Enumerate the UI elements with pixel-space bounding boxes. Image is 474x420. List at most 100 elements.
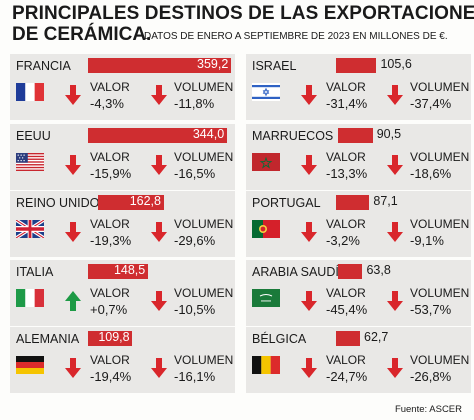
bar-value-label: 344,0: [192, 127, 225, 141]
valor-label: VALOR: [90, 217, 130, 231]
country-name: ARABIA SAUDÍ: [252, 265, 339, 279]
bar: [336, 331, 361, 346]
volumen-change: -26,8%: [410, 369, 452, 384]
arrow-down-icon: [300, 357, 318, 379]
country-card: PORTUGAL 87,1 VALOR -3,2% VOLUMEN -9,1%: [246, 191, 471, 257]
bar: [336, 58, 377, 73]
volumen-change: -37,4%: [410, 96, 452, 111]
bar-value-label: 87,1: [373, 194, 398, 208]
israel-flag: [252, 83, 280, 101]
uk-flag: [16, 220, 44, 238]
volumen-label: VOLUMEN: [410, 217, 470, 231]
country-name: ITALIA: [16, 265, 54, 279]
volumen-change: -16,1%: [174, 369, 216, 384]
saudi-arabia-flag: [252, 289, 280, 307]
arrow-down-icon: [150, 290, 168, 312]
bar: [88, 58, 231, 73]
volumen-change: -9,1%: [410, 233, 444, 248]
valor-change: -4,3%: [90, 96, 124, 111]
arrow-down-icon: [300, 290, 318, 312]
arrow-down-icon: [64, 357, 82, 379]
arrow-down-icon: [64, 221, 82, 243]
arrow-down-icon: [386, 154, 404, 176]
volumen-label: VOLUMEN: [174, 286, 234, 300]
valor-change: -3,2%: [326, 233, 360, 248]
bar: [336, 195, 370, 210]
volumen-label: VOLUMEN: [410, 80, 470, 94]
arrow-down-icon: [300, 154, 318, 176]
valor-label: VALOR: [326, 150, 366, 164]
valor-change: +0,7%: [90, 302, 128, 317]
volumen-label: VOLUMEN: [174, 80, 234, 94]
belgium-flag: [252, 356, 280, 374]
country-name: MARRUECOS: [252, 129, 334, 143]
usa-flag: [16, 153, 44, 171]
chart-title-line2: DE CERÁMICA.: [12, 24, 152, 45]
country-name: REINO UNIDO: [16, 196, 100, 210]
country-card: MARRUECOS 90,5 VALOR -13,3% VOLUMEN -18,6%: [246, 124, 471, 190]
bar-value-label: 109,8: [98, 330, 130, 344]
arrow-down-icon: [150, 221, 168, 243]
valor-label: VALOR: [90, 80, 130, 94]
bar-value-label: 162,8: [129, 194, 161, 208]
country-name: ALEMANIA: [16, 332, 80, 346]
country-card: ITALIA 148,5 VALOR +0,7% VOLUMEN -10,5%: [10, 260, 235, 326]
country-card: ISRAEL 105,6 VALOR -31,4% VOLUMEN -37,4%: [246, 54, 471, 120]
valor-change: -13,3%: [326, 166, 368, 181]
bar: [98, 195, 164, 210]
chart-title-line1: PRINCIPALES DESTINOS DE LAS EXPORTACIONE…: [12, 3, 474, 24]
valor-change: -19,3%: [90, 233, 132, 248]
arrow-down-icon: [150, 84, 168, 106]
germany-flag: [16, 356, 44, 374]
arrow-down-icon: [300, 221, 318, 243]
arrow-down-icon: [300, 84, 318, 106]
volumen-change: -16,5%: [174, 166, 216, 181]
country-name: PORTUGAL: [252, 196, 321, 210]
country-card: REINO UNIDO 162,8 VALOR -19,3% VOLUMEN -29,6%: [10, 191, 235, 257]
arrow-down-icon: [150, 154, 168, 176]
italy-flag: [16, 289, 44, 307]
country-name: EEUU: [16, 129, 51, 143]
country-card: ALEMANIA 109,8 VALOR -19,4% VOLUMEN -16,1%: [10, 327, 235, 393]
bar-value-label: 62,7: [364, 330, 389, 344]
arrow-down-icon: [64, 154, 82, 176]
valor-label: VALOR: [326, 80, 366, 94]
bar: [88, 128, 227, 143]
arrow-down-icon: [64, 84, 82, 106]
valor-label: VALOR: [90, 353, 130, 367]
arrow-down-icon: [386, 290, 404, 312]
arrow-down-icon: [150, 357, 168, 379]
country-card: EEUU 344,0 VALOR -15,9% VOLUMEN -16,5%: [10, 124, 235, 190]
country-name: FRANCIA: [16, 59, 71, 73]
portugal-flag: [252, 220, 280, 238]
france-flag: [16, 83, 44, 101]
morocco-flag: [252, 153, 280, 171]
arrow-down-icon: [386, 357, 404, 379]
valor-change: -15,9%: [90, 166, 132, 181]
country-name: BÉLGICA: [252, 332, 307, 346]
country-card: FRANCIA 359,2 VALOR -4,3% VOLUMEN -11,8%: [10, 54, 235, 120]
volumen-change: -53,7%: [410, 302, 452, 317]
volumen-label: VOLUMEN: [410, 286, 470, 300]
arrow-down-icon: [386, 84, 404, 106]
bar: [338, 128, 373, 143]
bar: [88, 331, 133, 346]
volumen-label: VOLUMEN: [410, 353, 470, 367]
valor-change: -24,7%: [326, 369, 368, 384]
volumen-label: VOLUMEN: [410, 150, 470, 164]
valor-label: VALOR: [326, 286, 366, 300]
country-card: BÉLGICA 62,7 VALOR -24,7% VOLUMEN -26,8%: [246, 327, 471, 393]
volumen-label: VOLUMEN: [174, 150, 234, 164]
bar-value-label: 359,2: [197, 57, 229, 71]
bar-value-label: 90,5: [376, 127, 402, 141]
arrow-up-icon: [64, 290, 82, 312]
valor-change: -45,4%: [326, 302, 368, 317]
volumen-change: -10,5%: [174, 302, 216, 317]
valor-label: VALOR: [90, 150, 130, 164]
valor-label: VALOR: [90, 286, 130, 300]
valor-change: -19,4%: [90, 369, 132, 384]
bar-value-label: 105,6: [380, 57, 412, 71]
volumen-label: VOLUMEN: [174, 217, 234, 231]
bar-value-label: 63,8: [366, 263, 391, 277]
bar-value-label: 148,5: [113, 263, 146, 277]
